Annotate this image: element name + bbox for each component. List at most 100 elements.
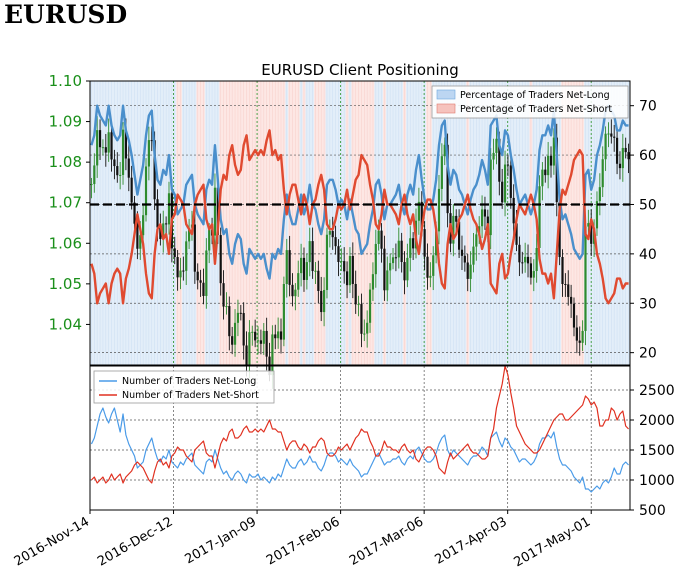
- candle-body: [314, 270, 317, 272]
- candle-body: [598, 187, 601, 202]
- candle-body: [360, 304, 363, 334]
- date-tick-label: 2017-Jan-09: [182, 514, 259, 567]
- candle-body: [159, 227, 162, 240]
- date-axis-ticks: 2016-Nov-14 2016-Dec-12 2017-Jan-09 2017-Fe…: [12, 510, 593, 569]
- candle-body: [93, 165, 96, 185]
- page-heading: EURUSD: [4, 0, 128, 29]
- candle-body: [311, 241, 314, 272]
- percent-tick-label: 60: [639, 148, 657, 164]
- candle-body: [374, 243, 377, 275]
- candle-body: [182, 270, 185, 272]
- candle-body: [615, 137, 619, 164]
- candle-body: [587, 223, 590, 227]
- lower-panel: 2500 2000 1500 1000 500 Number of Traders Ne…: [89, 365, 675, 519]
- count-axis-ticks: 2500 2000 1500 1000 500: [630, 383, 675, 519]
- candle-body: [340, 261, 343, 263]
- price-tick-label: 1.08: [49, 153, 82, 171]
- candle-body: [328, 231, 331, 235]
- candle-body: [188, 227, 191, 242]
- candle-body: [101, 147, 105, 149]
- percent-axis-ticks: 70 60 50 40 30 20: [630, 99, 657, 362]
- candle-body: [144, 166, 148, 216]
- candle-body: [285, 250, 288, 285]
- candle-body: [274, 334, 277, 339]
- legend-label-net-long: Percentage of Traders Net-Long: [460, 90, 610, 101]
- candle-body: [452, 215, 455, 244]
- percent-tick-label: 50: [639, 197, 657, 213]
- candle-body: [492, 152, 495, 160]
- date-tick-label: 2017-May-01: [512, 514, 594, 569]
- candle-body: [228, 306, 231, 337]
- candle-body: [133, 202, 136, 224]
- candle-body: [130, 177, 133, 203]
- candle-body: [147, 140, 150, 167]
- candle-body: [432, 255, 435, 276]
- candle-body: [627, 152, 630, 160]
- candle-body: [259, 340, 262, 344]
- candle-body: [389, 263, 392, 271]
- candle-body: [179, 270, 182, 278]
- candle-body: [225, 306, 228, 308]
- candle-body: [601, 159, 604, 188]
- candle-body: [469, 264, 472, 279]
- candle-body: [90, 184, 93, 186]
- candle-body: [354, 283, 357, 305]
- candle-body: [331, 231, 334, 238]
- candle-body: [483, 209, 487, 217]
- candle-body: [216, 187, 219, 236]
- candle-body: [231, 336, 234, 345]
- candle-body: [104, 147, 107, 153]
- candle-body: [127, 158, 130, 178]
- candle-body: [222, 283, 225, 307]
- candle-body: [535, 247, 538, 272]
- candle-body: [142, 215, 145, 236]
- legend-label-count-long: Number of Traders Net-Long: [122, 376, 256, 387]
- candle-body: [202, 282, 205, 296]
- price-tick-label: 1.04: [49, 315, 82, 333]
- candle-body: [466, 262, 469, 279]
- candle-body: [443, 144, 446, 157]
- candle-body: [380, 230, 383, 249]
- candle-body: [167, 193, 171, 225]
- chart-title: EURUSD Client Positioning: [261, 61, 459, 79]
- net-short-count-line: [91, 365, 629, 484]
- candle-body: [185, 241, 188, 271]
- candle-body: [300, 257, 303, 274]
- candle-body: [165, 223, 168, 225]
- price-candles: [90, 115, 630, 389]
- candle-body: [549, 155, 553, 166]
- candle-body: [139, 235, 142, 249]
- candle-body: [153, 140, 156, 200]
- candle-body: [357, 304, 360, 306]
- candle-body: [305, 262, 308, 280]
- legend-label-net-short: Percentage of Traders Net-Short: [460, 104, 612, 115]
- candle-body: [294, 289, 297, 297]
- price-tick-label: 1.06: [49, 234, 82, 252]
- candle-body: [297, 273, 300, 290]
- candle-body: [302, 257, 306, 280]
- legend-box: [431, 85, 629, 119]
- candle-body: [498, 138, 501, 182]
- candle-body: [458, 221, 461, 250]
- candle-body: [98, 130, 102, 148]
- candle-body: [584, 226, 587, 331]
- candle-body: [541, 169, 544, 187]
- candle-body: [437, 188, 441, 232]
- count-tick-label: 1500: [639, 443, 675, 459]
- candle-body: [552, 137, 555, 166]
- candle-body: [124, 129, 127, 159]
- candle-body: [547, 155, 550, 176]
- percent-tick-label: 70: [639, 99, 657, 115]
- count-tick-label: 1000: [639, 473, 675, 489]
- candle-body: [423, 229, 426, 257]
- candle-body: [383, 248, 386, 291]
- candle-body: [199, 280, 202, 283]
- candle-body: [578, 340, 581, 343]
- percent-tick-label: 30: [639, 296, 657, 312]
- legend-label-count-short: Number of Traders Net-Short: [122, 390, 259, 401]
- candle-body: [233, 322, 237, 345]
- candle-body: [489, 159, 492, 236]
- candle-body: [320, 290, 323, 313]
- candle-body: [156, 199, 159, 228]
